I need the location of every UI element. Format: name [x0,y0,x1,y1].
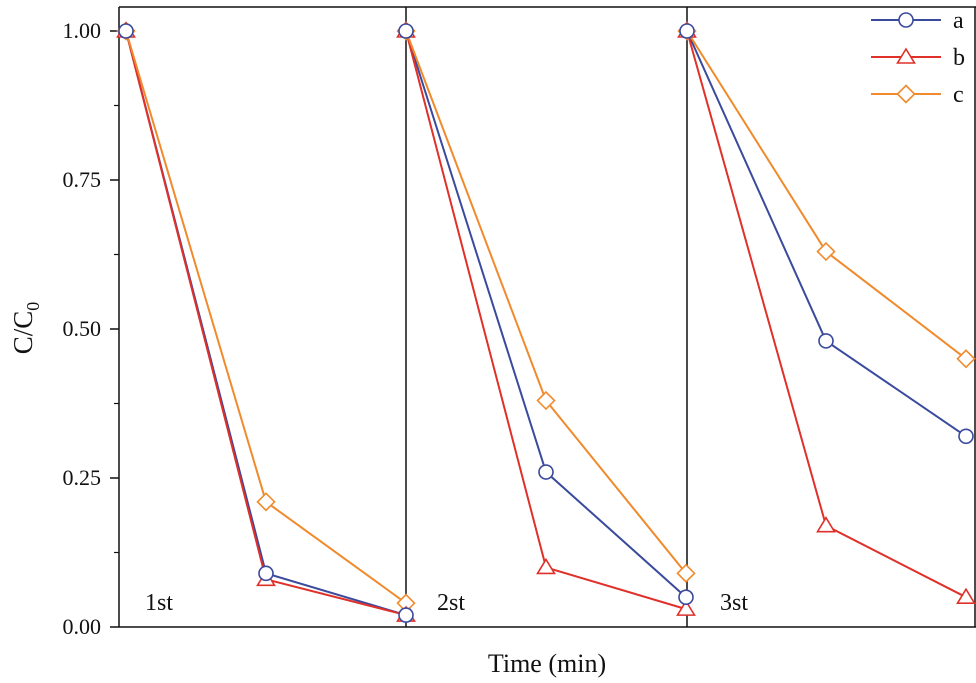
series-b-line [125,30,407,617]
series-c-line [125,30,407,604]
series-a-point [258,565,274,582]
legend-label: c [953,82,964,108]
legend-marker [898,12,914,28]
x-axis-title: Time (min) [488,649,606,678]
series-a-line [125,30,407,617]
panel-label-2: 2st [437,590,465,616]
legend-item-a: a [871,8,964,34]
y-axis-title-main: C/C [8,311,38,355]
panel-label-1: 1st [145,590,173,616]
panel-label-3: 3st [720,590,748,616]
series-a-point [118,23,134,39]
series-c-point [956,349,976,369]
y-axis-ticks: 0.00 0.25 0.50 0.75 1.00 [63,18,119,639]
series-a-point [958,428,974,445]
series-b-point [676,599,696,616]
series-a-point [398,607,414,623]
y-tick-label: 0.50 [63,316,102,341]
y-tick-label: 0.25 [63,465,102,490]
panel-1 [116,21,416,623]
series-c-point [256,492,276,512]
panel-labels: 1st 2st 3st [145,590,748,616]
y-tick-label: 1.00 [63,18,102,43]
series-c-point [676,563,696,583]
series-b-line [686,30,967,599]
series-a-point [678,589,694,606]
series-a-point [538,464,554,480]
legend-marker [896,84,916,104]
series-a-point [818,333,834,349]
series-a-line [405,30,687,598]
series-c-line [686,30,967,360]
y-axis-title: C/C0 [8,302,43,355]
y-tick-label: 0.75 [63,167,102,192]
series-a-point [679,23,695,39]
legend-marker [896,47,916,64]
legend: abc [871,8,965,108]
series-c-line [405,30,687,574]
series-b-point [816,516,836,533]
panel-3 [677,21,976,605]
series-a-line [686,30,967,438]
svg-text:C/C0: C/C0 [8,302,43,355]
legend-label: a [953,8,964,34]
y-axis-title-sub: 0 [23,302,43,311]
series-c-point [536,390,556,411]
series-b-point [956,587,976,605]
series-b-point [536,557,556,575]
panel-2 [396,21,696,616]
series-a-point [398,23,414,39]
y-tick-label: 0.00 [63,614,102,639]
legend-label: b [953,45,965,71]
series-c-point [816,241,836,262]
series-layer [116,21,976,623]
legend-item-b: b [871,45,965,71]
legend-item-c: c [871,82,964,108]
